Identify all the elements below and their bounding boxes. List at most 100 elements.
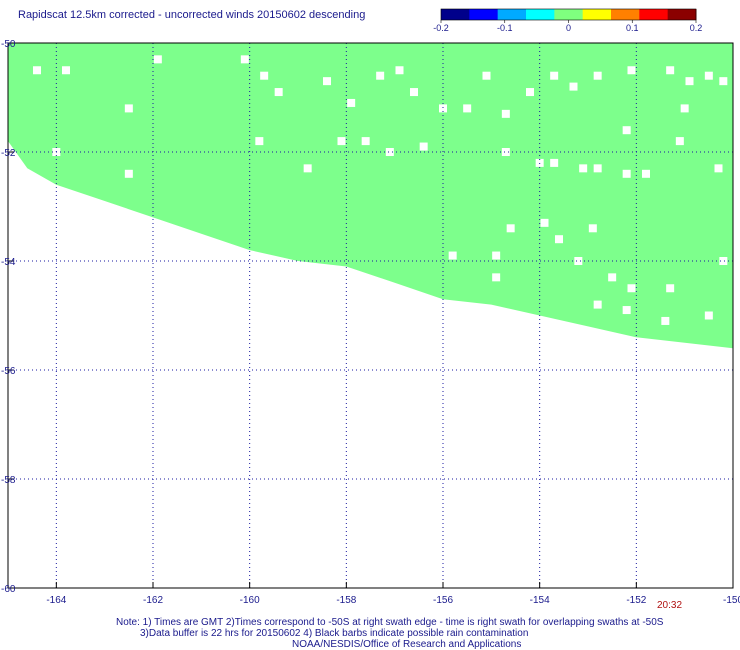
missing-cell: [303, 164, 312, 173]
x-tick-label: -160: [240, 595, 260, 606]
missing-cell: [240, 55, 249, 64]
colorbar-band: [667, 9, 697, 20]
missing-cell: [410, 88, 418, 97]
y-tick-label: -52: [1, 148, 16, 159]
missing-cell: [62, 66, 70, 75]
missing-cell: [439, 104, 447, 113]
colorbar-band: [582, 9, 612, 20]
missing-cell: [395, 66, 404, 75]
missing-cell: [685, 77, 694, 86]
missing-cell: [579, 164, 588, 173]
missing-cell: [492, 251, 501, 260]
missing-cell: [666, 284, 675, 293]
missing-cell: [526, 88, 534, 97]
missing-cell: [540, 218, 549, 227]
missing-cell: [704, 71, 713, 80]
colorbar-bands: [441, 9, 697, 20]
note-line-1: Note: 1) Times are GMT 2)Times correspon…: [116, 617, 664, 628]
missing-cell: [463, 104, 472, 113]
missing-cell: [255, 137, 264, 146]
colorbar-labels: -0.2 -0.1 0 0.1 0.2: [433, 20, 702, 33]
missing-data-cells: [33, 55, 728, 325]
colorbar-tick-label: -0.2: [433, 23, 449, 33]
missing-cell: [588, 224, 597, 233]
missing-cell: [492, 273, 501, 282]
missing-cell: [347, 98, 356, 107]
missing-cell: [33, 66, 41, 75]
chart-title: Rapidscat 12.5km corrected - uncorrected…: [18, 9, 366, 21]
missing-cell: [661, 316, 670, 325]
x-tick-label: -156: [433, 595, 453, 606]
missing-cell: [124, 104, 133, 113]
missing-cell: [675, 137, 684, 146]
time-stamp: 20:32: [657, 600, 683, 611]
colorbar-band: [554, 9, 584, 20]
missing-cell: [124, 169, 133, 178]
missing-cell: [719, 77, 728, 86]
missing-cell: [448, 251, 457, 260]
y-tick-label: -56: [1, 366, 16, 377]
missing-cell: [714, 164, 723, 173]
y-tick-label: -54: [1, 257, 16, 268]
colorbar-tick-label: 0.2: [690, 23, 703, 33]
x-tick-label: -150: [723, 595, 740, 606]
colorbar-band: [611, 9, 640, 20]
missing-cell: [622, 306, 631, 315]
x-tick-label: -152: [626, 595, 646, 606]
colorbar-band: [526, 9, 555, 20]
x-tick-labels: -164 -162 -160 -158 -156 -154 -152 -150: [46, 595, 740, 606]
missing-cell: [555, 235, 563, 244]
y-tick-labels: -50 -52 -54 -56 -58 -60: [1, 39, 16, 595]
colorbar-tick-label: -0.1: [497, 23, 513, 33]
missing-cell: [501, 148, 510, 156]
missing-cell: [419, 142, 428, 151]
missing-cell: [337, 137, 346, 146]
x-tick-label: -164: [46, 595, 66, 606]
missing-cell: [550, 71, 559, 80]
missing-cell: [593, 71, 602, 80]
colorbar-band: [497, 9, 527, 20]
colorbar: -0.2 -0.1 0 0.1 0.2: [433, 8, 702, 33]
plot-frame: [7, 42, 734, 589]
note-line-3: NOAA/NESDIS/Office of Research and Appli…: [292, 639, 522, 650]
missing-cell: [622, 126, 631, 135]
missing-cell: [627, 284, 636, 293]
missing-cell: [622, 169, 631, 178]
missing-cell: [680, 104, 689, 113]
y-tick-label: -60: [1, 584, 16, 595]
missing-cell: [666, 66, 675, 75]
y-tick-label: -58: [1, 475, 16, 486]
missing-cell: [574, 257, 583, 265]
grid-lines: [8, 43, 733, 588]
missing-cell: [506, 224, 515, 233]
missing-cell: [376, 71, 385, 80]
note-line-2: 3)Data buffer is 22 hrs for 20150602 4) …: [140, 628, 529, 639]
missing-cell: [550, 158, 559, 167]
missing-cell: [323, 77, 331, 86]
missing-cell: [274, 88, 283, 97]
colorbar-tick-label: 0: [566, 23, 571, 33]
colorbar-band: [469, 9, 499, 20]
missing-cell: [608, 273, 617, 282]
colorbar-band: [441, 9, 470, 20]
colorbar-tick-label: 0.1: [626, 23, 639, 33]
missing-cell: [501, 109, 510, 118]
missing-cell: [627, 66, 636, 75]
missing-cell: [704, 311, 713, 320]
missing-cell: [482, 71, 491, 80]
missing-cell: [719, 257, 728, 265]
missing-cell: [593, 164, 602, 173]
y-tick-label: -50: [1, 39, 16, 50]
x-tick-label: -162: [143, 595, 163, 606]
missing-cell: [260, 71, 269, 80]
missing-cell: [535, 158, 544, 167]
missing-cell: [593, 300, 602, 309]
missing-cell: [361, 137, 370, 146]
colorbar-band: [639, 9, 669, 20]
missing-cell: [153, 55, 162, 64]
missing-cell: [569, 82, 578, 91]
missing-cell: [385, 148, 394, 156]
x-tick-label: -154: [530, 595, 550, 606]
x-tick-label: -158: [336, 595, 356, 606]
